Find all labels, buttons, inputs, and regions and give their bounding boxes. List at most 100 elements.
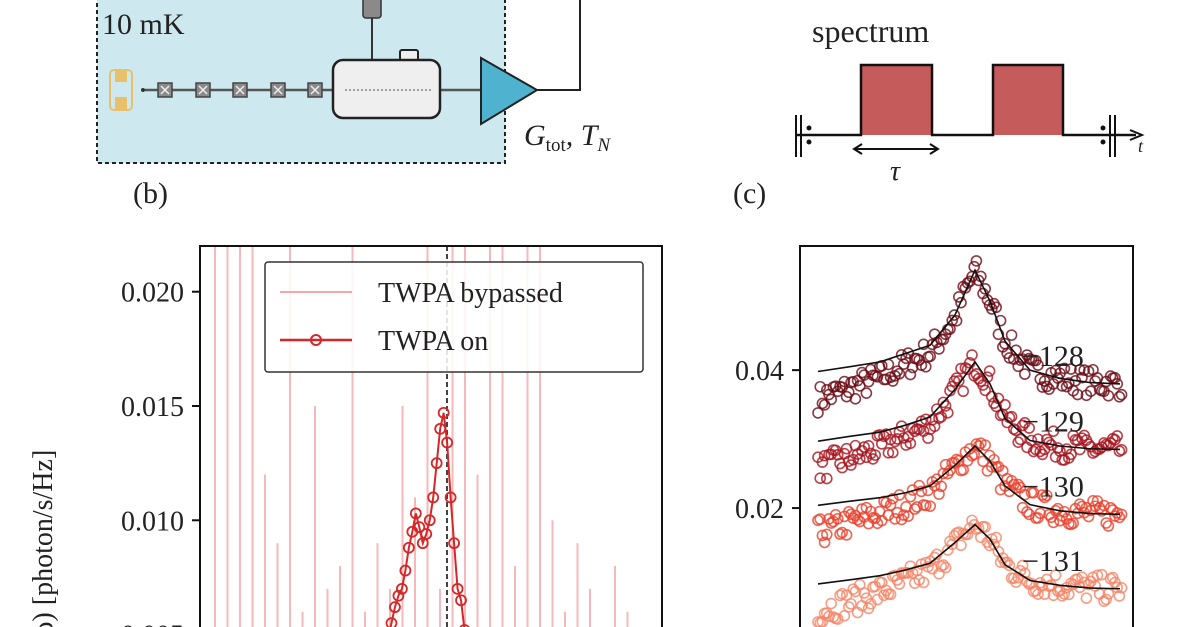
data-point — [1058, 362, 1071, 375]
data-point — [891, 433, 904, 445]
data-point — [944, 323, 956, 335]
junction-array — [157, 82, 323, 98]
y-tick-label: 0.04 — [735, 356, 784, 387]
data-point — [1003, 559, 1016, 572]
data-point — [1091, 569, 1104, 582]
data-point — [915, 485, 928, 498]
twpa-cavity-body — [331, 58, 442, 120]
data-point — [1032, 433, 1044, 445]
data-point — [1102, 520, 1115, 532]
data-point — [845, 598, 857, 610]
data-point — [950, 315, 963, 327]
data-point — [992, 328, 1005, 341]
panel-b-diagram: 10 mK Gtot, TN (b) — [96, 0, 611, 210]
twpa-on-point — [444, 491, 457, 504]
data-point — [1100, 517, 1112, 529]
power-label: −129 — [1022, 405, 1084, 438]
connector-icon — [362, 0, 382, 19]
data-point — [1056, 380, 1068, 392]
twpa-on-point — [423, 514, 436, 527]
data-point — [917, 338, 930, 351]
panel-c-label: (c) — [733, 177, 766, 210]
data-point — [1071, 388, 1084, 401]
data-point — [884, 588, 897, 601]
data-point — [966, 349, 978, 361]
data-point — [853, 453, 866, 465]
data-point — [1078, 364, 1090, 376]
plot-frame — [199, 245, 663, 627]
twpa-on-point — [430, 457, 443, 470]
data-point — [957, 385, 970, 398]
data-point — [990, 301, 1003, 314]
power-series-group: −128 −129 −130 −131 — [812, 255, 1128, 627]
data-point — [1012, 478, 1025, 491]
twpa-on-point — [459, 624, 470, 627]
legend-label-bypassed: TWPA bypassed — [378, 278, 563, 309]
data-point — [990, 400, 1003, 413]
data-point — [886, 446, 899, 459]
data-point — [1063, 588, 1075, 601]
twpa-on-point — [455, 594, 467, 607]
data-point — [897, 509, 910, 521]
data-point — [1111, 581, 1123, 594]
data-point — [886, 375, 899, 387]
y-axis: 0.005 0.010 0.015 0.020 — [121, 278, 200, 627]
pulse-2 — [993, 65, 1063, 135]
data-point — [1010, 344, 1022, 357]
data-point — [1025, 434, 1038, 447]
power-series: −128 — [812, 255, 1128, 419]
filter-icon — [109, 69, 145, 111]
data-point — [838, 610, 851, 622]
y-axis-right: 0.02 0.04 — [735, 356, 800, 525]
data-point — [893, 578, 906, 590]
data-point — [1003, 352, 1016, 364]
data-point — [983, 365, 996, 377]
data-point — [990, 531, 1003, 544]
y-tick-label: 0.010 — [121, 506, 184, 537]
plot-frame-right — [799, 245, 1134, 627]
time-axis-arrow — [1129, 129, 1145, 141]
data-point — [816, 529, 829, 542]
amplifier-gain-noise-label: Gtot, TN — [524, 119, 611, 156]
data-point — [820, 528, 833, 541]
fit-line — [817, 444, 1121, 516]
y-axis-label: ω) [photon/s/Hz] — [28, 450, 59, 627]
data-point — [911, 501, 923, 513]
data-point — [1115, 388, 1128, 401]
data-point — [1005, 329, 1018, 341]
data-point — [985, 390, 998, 403]
twpa-on-point — [396, 582, 408, 595]
data-point — [831, 512, 844, 525]
data-point — [950, 372, 963, 384]
junction-icon — [195, 82, 211, 98]
data-point — [955, 362, 967, 375]
twpa-on-point — [385, 617, 398, 627]
data-point — [952, 375, 965, 387]
data-point — [1087, 495, 1099, 507]
data-point — [882, 447, 895, 459]
data-point — [961, 528, 974, 541]
data-point — [935, 480, 948, 493]
psd-chart: 0.005 0.010 0.015 0.020 ω) [photon/s/Hz] TW… — [28, 245, 663, 627]
data-point — [904, 368, 917, 381]
data-point — [1005, 410, 1018, 423]
panel-b-label: (b) — [133, 177, 168, 210]
data-point — [985, 460, 998, 473]
junction-icon — [157, 82, 173, 98]
data-point — [994, 314, 1007, 327]
legend-marker-on — [310, 334, 322, 346]
data-point — [1049, 569, 1062, 582]
data-point — [891, 365, 904, 377]
data-point — [1065, 448, 1077, 461]
twpa-on-point — [392, 589, 405, 602]
data-point — [979, 439, 992, 451]
data-point — [1016, 559, 1029, 572]
data-point — [1034, 507, 1046, 520]
data-point — [979, 283, 992, 295]
temperature-label: 10 mK — [102, 8, 185, 41]
series-twpa-on — [385, 406, 470, 627]
power-series: −131 — [812, 514, 1128, 627]
data-point — [1102, 389, 1115, 402]
data-point — [1067, 517, 1079, 530]
data-point — [939, 561, 952, 574]
